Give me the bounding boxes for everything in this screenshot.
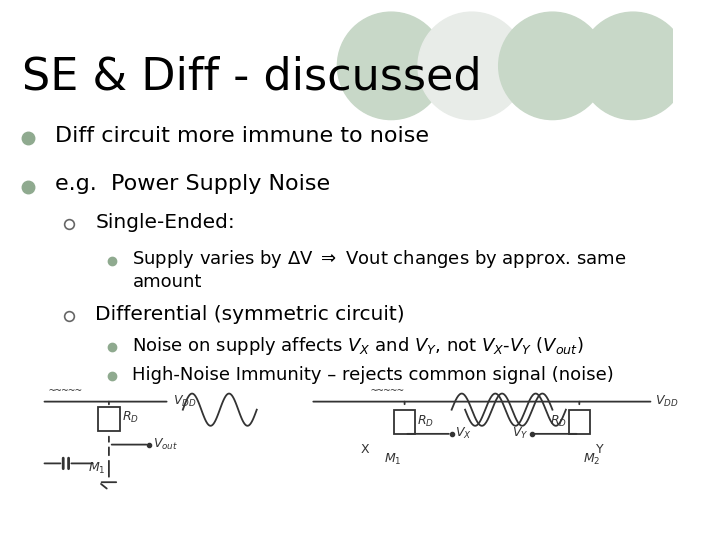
FancyBboxPatch shape: [394, 410, 415, 434]
Ellipse shape: [418, 12, 526, 119]
Text: $V_{out}$: $V_{out}$: [153, 437, 178, 452]
Text: ~~~~~: ~~~~~: [371, 386, 405, 396]
Ellipse shape: [338, 12, 445, 119]
Text: $M_1$: $M_1$: [88, 461, 106, 476]
Text: Differential (symmetric circuit): Differential (symmetric circuit): [96, 305, 405, 323]
Text: $M_1$: $M_1$: [384, 451, 401, 467]
Text: SE & Diff - discussed: SE & Diff - discussed: [22, 55, 481, 98]
Text: Y: Y: [596, 443, 604, 456]
Text: $R_D$: $R_D$: [418, 414, 434, 429]
Text: $V_Y$: $V_Y$: [513, 426, 529, 441]
Text: Diff circuit more immune to noise: Diff circuit more immune to noise: [55, 126, 429, 146]
Text: amount: amount: [132, 273, 202, 291]
Text: High-Noise Immunity – rejects common signal (noise): High-Noise Immunity – rejects common sig…: [132, 366, 614, 384]
Text: Supply varies by $\Delta$V $\Rightarrow$ Vout changes by approx. same: Supply varies by $\Delta$V $\Rightarrow$…: [132, 248, 627, 270]
Text: X: X: [361, 443, 369, 456]
Ellipse shape: [499, 12, 606, 119]
Text: $V_{DD}$: $V_{DD}$: [655, 394, 679, 409]
Text: ~~~~~: ~~~~~: [48, 386, 82, 396]
Text: Single-Ended:: Single-Ended:: [96, 213, 235, 232]
Text: $M_2$: $M_2$: [582, 451, 600, 467]
Ellipse shape: [580, 12, 687, 119]
Text: $V_X$: $V_X$: [455, 426, 472, 441]
Text: $R_D$: $R_D$: [122, 410, 139, 426]
Text: e.g.  Power Supply Noise: e.g. Power Supply Noise: [55, 174, 330, 194]
FancyBboxPatch shape: [98, 407, 120, 431]
FancyBboxPatch shape: [569, 410, 590, 434]
Text: $V_{DD}$: $V_{DD}$: [173, 394, 197, 409]
Text: $R_D$: $R_D$: [549, 414, 567, 429]
Text: Noise on supply affects $V_X$ and $V_Y$, not $V_X$-$V_Y$ ($V_{out}$): Noise on supply affects $V_X$ and $V_Y$,…: [132, 335, 584, 357]
